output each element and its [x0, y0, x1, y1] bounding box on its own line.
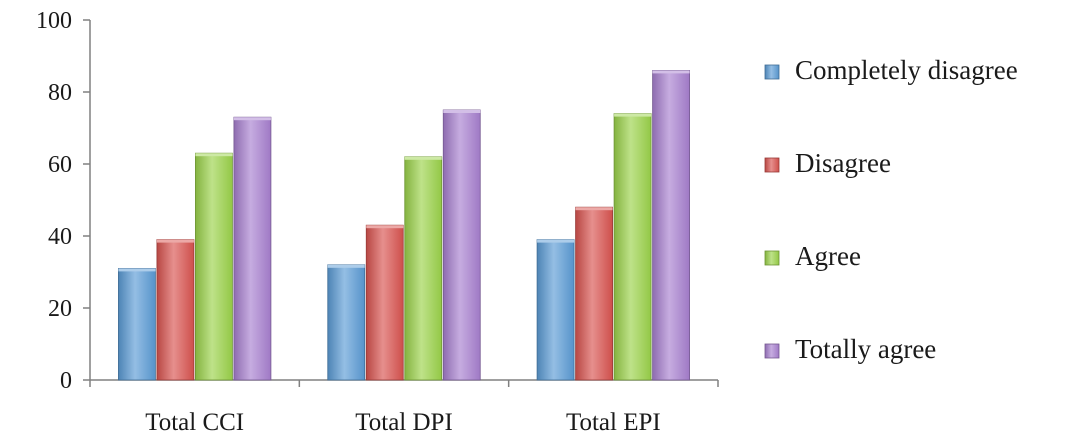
bar: [652, 70, 690, 381]
bar-top-highlight: [195, 153, 233, 157]
bar: [575, 206, 613, 381]
legend-swatch: [764, 157, 780, 173]
y-tick-label: 80: [48, 80, 72, 106]
legend-swatch: [764, 250, 780, 266]
bar: [195, 152, 233, 381]
bar: [613, 113, 652, 381]
bar-top-highlight: [575, 207, 613, 211]
bar: [233, 116, 272, 381]
bar: [442, 109, 481, 381]
legend-swatch: [764, 64, 780, 80]
bar-top-highlight: [443, 110, 481, 113]
chart-axes: 0 20 40 60 80 100 Total CCI Total DPI Total EPI: [36, 8, 719, 436]
y-tick-label: 60: [48, 152, 72, 178]
bar: [404, 156, 443, 381]
bar-top-highlight: [652, 70, 690, 74]
chart-bars: [118, 70, 690, 381]
bar-top-highlight: [118, 268, 156, 272]
bar: [327, 264, 366, 381]
legend-label: Disagree: [795, 148, 891, 178]
x-tick-label: Total CCI: [145, 409, 244, 436]
bar: [536, 239, 575, 381]
y-tick-label: 0: [60, 368, 72, 394]
bar-top-highlight: [327, 264, 365, 268]
bar-top-highlight: [233, 117, 271, 121]
x-tick-label: Total EPI: [566, 409, 661, 436]
y-tick-label: 40: [48, 224, 72, 250]
y-tick-label: 100: [36, 8, 72, 34]
bar: [118, 267, 156, 381]
bar-top-highlight: [537, 239, 575, 243]
legend-label: Completely disagree: [795, 55, 1018, 85]
legend-label: Totally agree: [795, 334, 936, 364]
bar-top-highlight: [404, 156, 442, 160]
chart-legend: Completely disagree Disagree Agree Totally …: [764, 55, 1018, 364]
bar-top-highlight: [366, 225, 404, 229]
bar: [156, 239, 195, 381]
bar: [365, 224, 404, 381]
x-tick-label: Total DPI: [355, 409, 453, 436]
bar-top-highlight: [614, 113, 652, 117]
bar-top-highlight: [156, 239, 194, 243]
y-tick-label: 20: [48, 296, 72, 322]
legend-label: Agree: [795, 241, 861, 271]
legend-swatch: [764, 343, 780, 359]
